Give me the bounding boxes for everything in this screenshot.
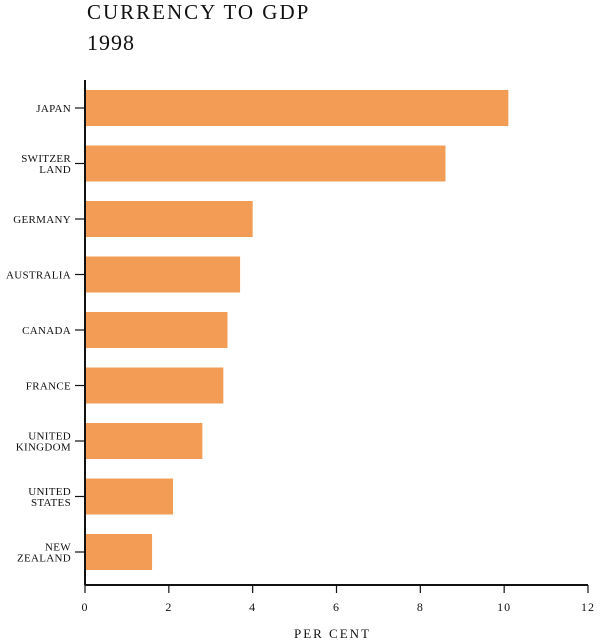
category-label-line: UNITED	[28, 431, 71, 443]
category-label: GERMANY	[13, 214, 71, 226]
category-label-line: CANADA	[22, 325, 71, 337]
bar	[85, 478, 174, 515]
category-label-line: JAPAN	[36, 103, 71, 115]
bar	[85, 90, 509, 126]
category-label-line: KINGDOM	[16, 442, 71, 454]
bar	[85, 256, 241, 293]
x-axis-title: PER CENT	[294, 626, 371, 641]
x-tick-label: 2	[165, 600, 172, 614]
bar	[85, 145, 446, 182]
category-label-line: STATES	[31, 497, 71, 509]
category-label: UNITED KINGDOM	[16, 431, 71, 454]
category-label-line: GERMANY	[13, 214, 71, 226]
category-label-line: LAND	[39, 164, 71, 176]
x-tick-label: 0	[82, 600, 89, 614]
category-label: AUSTRALIA	[6, 270, 71, 282]
category-label-line: AUSTRALIA	[6, 270, 71, 282]
category-label: CANADA	[22, 325, 71, 337]
bar	[85, 367, 224, 404]
x-tick-label: 4	[249, 600, 256, 614]
bar	[85, 312, 228, 348]
chart-subtitle: 1998	[87, 30, 135, 55]
category-label-line: NEW	[45, 542, 71, 554]
category-label: NEW ZEALAND	[17, 542, 71, 565]
bar	[85, 534, 153, 570]
category-label: SWITZER LAND	[21, 153, 71, 176]
x-tick-label: 6	[333, 600, 340, 614]
x-tick-label: 12	[581, 600, 595, 614]
category-label-line: UNITED	[28, 486, 71, 498]
x-tick-label: 10	[497, 600, 511, 614]
bar	[85, 423, 203, 459]
bar	[85, 201, 253, 237]
category-label-line: SWITZER	[21, 153, 71, 165]
category-label: UNITED STATES	[28, 486, 71, 509]
category-label-line: FRANCE	[26, 381, 71, 393]
category-label: JAPAN	[36, 103, 71, 115]
x-tick-label: 8	[417, 600, 424, 614]
category-label: FRANCE	[26, 381, 71, 393]
category-label-line: ZEALAND	[17, 553, 71, 565]
chart-title: CURRENCY TO GDP	[87, 0, 311, 24]
